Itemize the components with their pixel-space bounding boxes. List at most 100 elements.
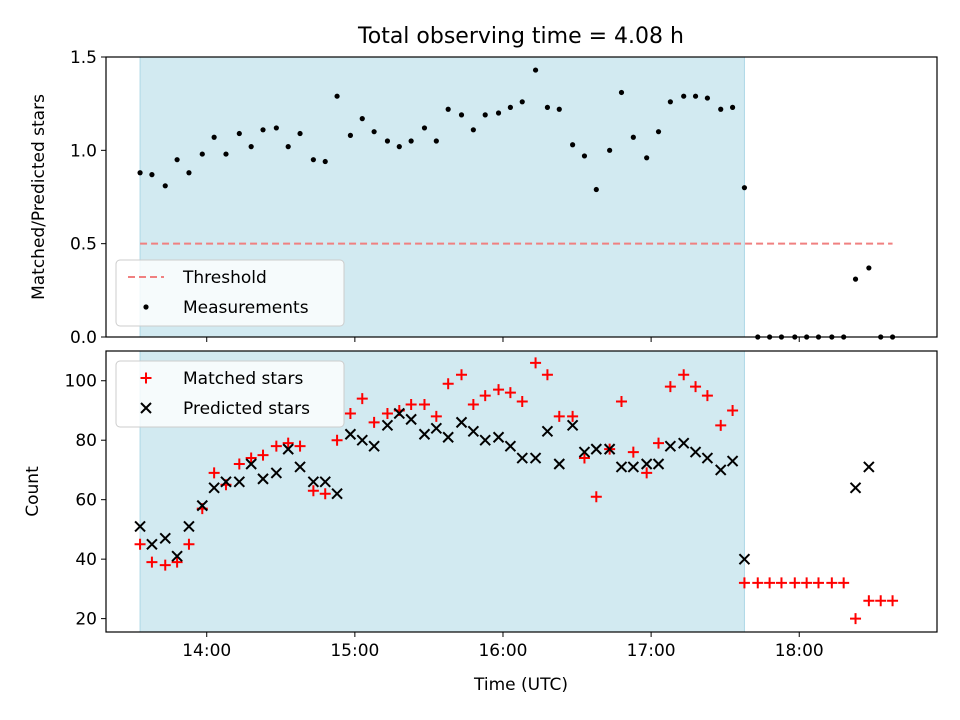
data-point xyxy=(507,104,513,110)
data-point xyxy=(529,452,542,464)
data-point xyxy=(146,556,158,568)
data-point xyxy=(678,369,690,381)
data-point xyxy=(492,431,505,443)
y-tick-label: 100 xyxy=(65,372,97,392)
data-point xyxy=(273,125,279,131)
data-point xyxy=(479,390,491,402)
x-axis-label: Time (UTC) xyxy=(473,675,568,695)
data-point xyxy=(775,577,787,589)
data-point xyxy=(445,106,451,112)
data-point xyxy=(504,440,517,452)
data-point xyxy=(849,482,862,494)
data-point xyxy=(331,488,343,500)
data-point xyxy=(701,390,713,402)
data-point xyxy=(826,577,838,589)
data-point xyxy=(442,431,454,443)
y-tick-label: 60 xyxy=(75,491,97,511)
legend-box xyxy=(115,259,345,327)
data-point xyxy=(764,577,776,589)
y-tick-label: 1.5 xyxy=(70,48,97,68)
legend-marker xyxy=(143,304,149,310)
series-measurements xyxy=(137,67,896,340)
data-point xyxy=(566,419,579,432)
data-point xyxy=(331,434,343,446)
data-point xyxy=(603,443,616,455)
data-point xyxy=(368,440,380,452)
data-point xyxy=(704,95,711,101)
data-point xyxy=(421,125,428,131)
data-point xyxy=(149,172,155,178)
y-tick-label: 80 xyxy=(75,431,97,451)
data-point xyxy=(319,476,331,488)
data-point xyxy=(458,112,465,118)
data-point xyxy=(137,170,143,176)
data-point xyxy=(356,393,368,405)
data-point xyxy=(615,396,627,408)
data-point xyxy=(220,476,232,488)
data-point xyxy=(578,452,590,464)
data-point xyxy=(171,550,183,562)
data-point xyxy=(322,158,328,165)
axes-frame xyxy=(105,350,938,633)
data-point xyxy=(667,99,673,105)
data-point xyxy=(359,116,365,122)
data-point xyxy=(236,130,242,137)
legend-label: Matched stars xyxy=(183,369,303,389)
data-point xyxy=(812,577,824,589)
data-point xyxy=(196,499,208,512)
data-point xyxy=(590,443,603,455)
data-point xyxy=(233,476,246,488)
data-point xyxy=(442,378,454,390)
data-point xyxy=(607,147,613,153)
data-point xyxy=(738,553,751,565)
data-point xyxy=(270,440,282,452)
data-point xyxy=(553,410,565,422)
data-point xyxy=(644,155,650,161)
data-point xyxy=(233,458,245,470)
data-point xyxy=(640,458,653,470)
data-point xyxy=(294,440,306,452)
data-point xyxy=(689,446,702,458)
data-point xyxy=(801,577,813,589)
x-tick-label: 16:00 xyxy=(478,641,527,661)
data-point xyxy=(433,138,439,144)
data-point xyxy=(381,419,394,432)
data-point xyxy=(863,595,875,607)
data-point xyxy=(530,357,542,369)
data-point xyxy=(470,127,476,133)
data-point xyxy=(532,67,539,73)
data-point xyxy=(850,613,862,625)
data-point xyxy=(541,369,553,381)
legend-marker xyxy=(140,402,152,414)
data-point xyxy=(692,93,699,99)
data-point xyxy=(282,437,294,449)
data-point xyxy=(655,129,662,135)
data-point xyxy=(875,595,887,607)
data-point xyxy=(570,142,576,148)
data-point xyxy=(627,461,640,473)
data-point xyxy=(257,449,269,461)
data-point xyxy=(652,458,665,470)
data-point xyxy=(344,428,357,440)
data-point xyxy=(245,458,257,470)
data-point xyxy=(134,520,146,533)
legend-box xyxy=(115,360,345,428)
axes-frame xyxy=(105,56,938,338)
data-point xyxy=(134,538,146,550)
data-point xyxy=(159,559,171,571)
data-point xyxy=(727,404,739,416)
data-point xyxy=(866,265,872,271)
data-point xyxy=(838,577,850,589)
data-point xyxy=(664,440,677,452)
data-point xyxy=(455,416,468,429)
data-point xyxy=(307,485,319,497)
data-point xyxy=(690,381,702,393)
data-point xyxy=(479,434,491,446)
data-point xyxy=(208,467,220,479)
data-point xyxy=(418,428,431,440)
data-point xyxy=(516,396,528,408)
data-point xyxy=(171,556,183,568)
x-tick-label: 15:00 xyxy=(330,641,379,661)
y-tick-label: 1.0 xyxy=(70,141,97,161)
